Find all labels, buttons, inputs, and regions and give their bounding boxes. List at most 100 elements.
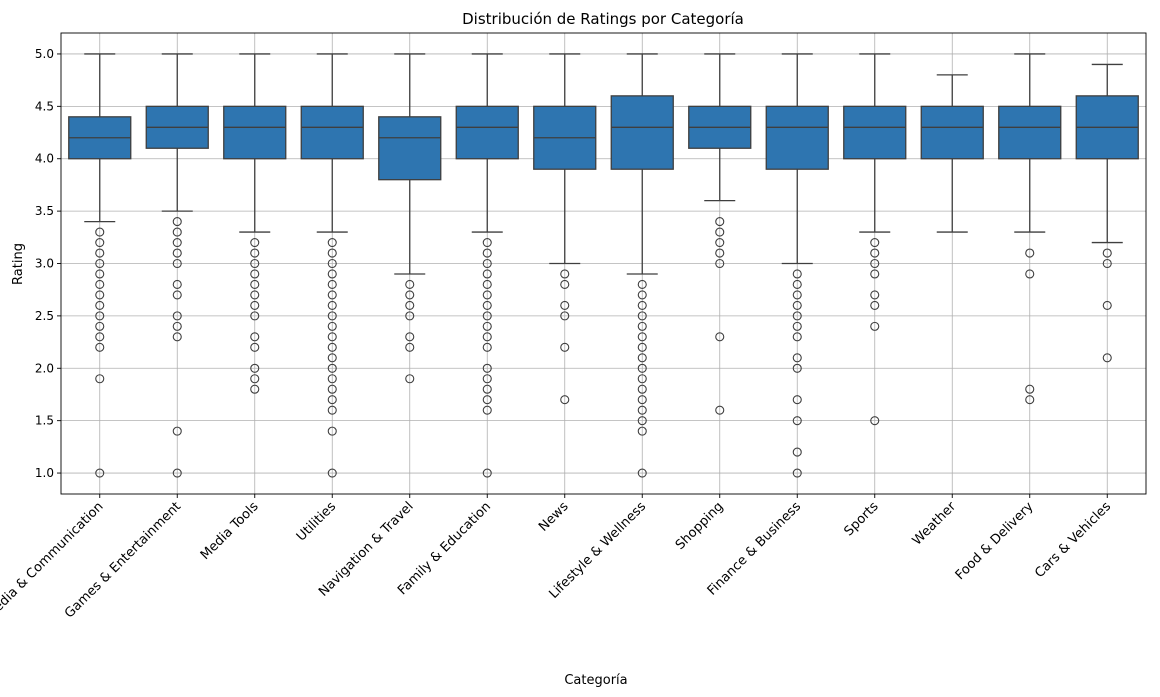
outlier-point <box>637 395 647 405</box>
outlier-point <box>637 416 647 426</box>
outlier-point <box>327 353 337 363</box>
iqr-box <box>300 105 364 160</box>
x-tick-label: Cars & Vehicles <box>1032 499 1114 581</box>
outlier-point <box>482 269 492 279</box>
outlier-point <box>715 405 725 415</box>
outlier-point <box>482 279 492 290</box>
outlier-point <box>405 300 415 310</box>
outlier-point <box>637 300 647 310</box>
outlier-point <box>792 332 802 342</box>
outlier-point <box>405 290 415 300</box>
outlier-point <box>327 468 337 478</box>
box-4 <box>378 53 442 384</box>
outlier-point <box>250 332 260 342</box>
box-3 <box>300 53 364 478</box>
outlier-point <box>405 342 415 352</box>
outlier-point <box>172 227 182 237</box>
outlier-point <box>870 269 880 279</box>
x-tick-label: Social Media & Communication <box>0 499 107 653</box>
x-tick-label: News <box>536 499 572 535</box>
y-tick-label: 4.5 <box>35 99 54 113</box>
box-12 <box>998 53 1062 405</box>
outlier-point <box>405 311 415 321</box>
outlier-point <box>172 332 182 342</box>
iqr-box <box>610 95 674 170</box>
outlier-point <box>250 248 260 258</box>
iqr-box <box>765 105 829 170</box>
outlier-point <box>250 384 260 394</box>
outlier-point <box>95 237 105 248</box>
y-tick-label: 1.0 <box>35 466 54 480</box>
outlier-point <box>1025 269 1035 279</box>
outlier-point <box>95 342 105 352</box>
outlier-point <box>715 217 725 227</box>
outlier-point <box>327 311 337 321</box>
outlier-point <box>482 311 492 321</box>
outlier-point <box>637 279 647 290</box>
outlier-point <box>250 237 260 248</box>
outlier-point <box>95 321 105 331</box>
outlier-point <box>95 258 105 269</box>
outlier-point <box>482 395 492 405</box>
outlier-point <box>715 332 725 342</box>
outlier-point <box>870 248 880 258</box>
outlier-point <box>250 279 260 290</box>
outlier-point <box>637 405 647 415</box>
box-5 <box>455 53 519 478</box>
outlier-point <box>792 447 802 457</box>
x-tick-label: Weather <box>910 499 960 549</box>
outlier-point <box>250 269 260 279</box>
outlier-point <box>327 374 337 384</box>
outlier-point <box>482 405 492 415</box>
outlier-point <box>250 290 260 300</box>
iqr-box <box>455 105 519 160</box>
box-6 <box>533 53 597 405</box>
outlier-point <box>172 217 182 227</box>
outlier-point <box>250 363 260 373</box>
outlier-point <box>250 374 260 384</box>
outlier-point <box>95 468 105 478</box>
box-series <box>68 53 1139 478</box>
box-11 <box>920 74 984 233</box>
box-10 <box>843 53 907 426</box>
outlier-point <box>482 384 492 394</box>
outlier-point <box>250 342 260 352</box>
outlier-point <box>482 363 492 373</box>
outlier-point <box>327 332 337 342</box>
outlier-point <box>95 248 105 258</box>
outlier-point <box>1102 353 1112 363</box>
outlier-point <box>327 258 337 269</box>
x-tick-label: Food & Delivery <box>953 499 1037 583</box>
y-tick-label: 4.0 <box>35 152 54 166</box>
outlier-point <box>870 300 880 310</box>
y-tick-label: 2.5 <box>35 309 54 323</box>
y-tick-label: 5.0 <box>35 47 54 61</box>
outlier-point <box>327 269 337 279</box>
outlier-point <box>637 290 647 300</box>
outlier-point <box>327 290 337 300</box>
outlier-point <box>560 279 570 290</box>
chart-title: Distribución de Ratings por Categoría <box>462 10 744 28</box>
outlier-point <box>327 248 337 258</box>
box-13 <box>1075 63 1139 363</box>
outlier-point <box>792 290 802 300</box>
outlier-point <box>172 426 182 436</box>
outlier-point <box>172 248 182 258</box>
y-tick-label: 1.5 <box>35 414 54 428</box>
outlier-point <box>637 374 647 384</box>
outlier-point <box>250 300 260 310</box>
box-8 <box>688 53 752 415</box>
y-tick-label: 2.0 <box>35 361 54 375</box>
outlier-point <box>1025 384 1035 394</box>
x-tick-label: Utilities <box>294 499 339 544</box>
outlier-point <box>172 279 182 290</box>
outlier-point <box>327 363 337 373</box>
x-tick-label: Shopping <box>673 499 727 553</box>
outlier-point <box>560 311 570 321</box>
outlier-point <box>560 395 570 405</box>
outlier-point <box>482 342 492 352</box>
box-9 <box>765 53 829 478</box>
outlier-point <box>637 353 647 363</box>
iqr-box <box>223 105 287 160</box>
